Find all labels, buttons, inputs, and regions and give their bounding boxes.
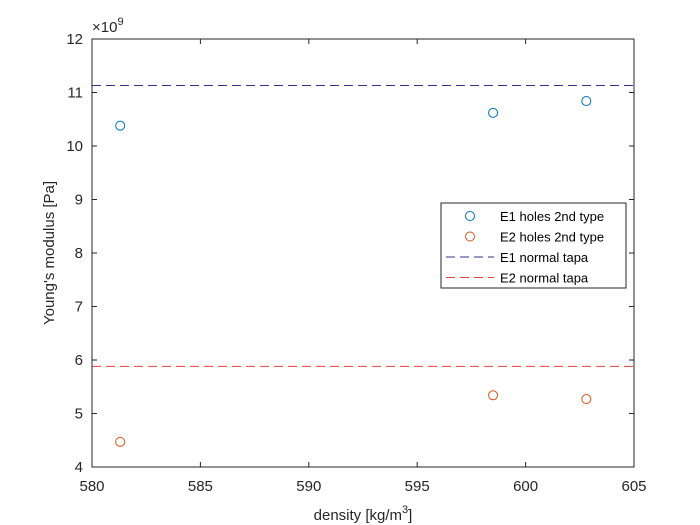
legend-label: E2 holes 2nd type — [500, 230, 604, 245]
x-tick-label: 585 — [188, 478, 213, 495]
data-point — [115, 120, 126, 131]
data-point — [488, 107, 499, 118]
y-axis-exponent: ×109 — [92, 16, 124, 36]
legend: E1 holes 2nd type E2 holes 2nd type E1 nor… — [440, 202, 627, 289]
data-point — [115, 436, 126, 447]
y-tick-label: 10 — [66, 138, 83, 155]
x-tick-label: 580 — [79, 478, 104, 495]
y-tick-label: 5 — [75, 406, 83, 423]
data-point — [488, 390, 499, 401]
y-tick-label: 6 — [75, 352, 83, 369]
x-tick-label: 605 — [621, 478, 646, 495]
legend-label: E1 normal tapa — [500, 250, 589, 265]
x-axis: 580 585 590 595 600 605 — [79, 39, 647, 495]
y-tick-label: 11 — [67, 85, 83, 102]
legend-swatch — [465, 211, 475, 221]
y-axis-label: Young's modulus [Pa] — [41, 181, 58, 325]
x-tick-label: 595 — [405, 478, 430, 495]
legend-box — [440, 202, 627, 289]
y-tick-label: 12 — [66, 31, 83, 48]
legend-swatch — [465, 231, 475, 242]
x-axis-label: density [kg/m3] — [314, 504, 413, 524]
y-tick-label: 4 — [75, 459, 83, 476]
x-tick-label: 590 — [296, 478, 321, 495]
y-tick-label: 7 — [75, 299, 83, 316]
legend-label: E1 holes 2nd type — [500, 209, 604, 224]
data-point — [581, 394, 592, 405]
chart-marks — [92, 85, 634, 447]
y-tick-label: 8 — [75, 245, 83, 262]
legend-label: E2 normal tapa — [500, 271, 589, 286]
data-point — [581, 96, 592, 107]
y-tick-label: 9 — [75, 192, 83, 209]
x-tick-label: 600 — [513, 478, 538, 495]
y-axis: 4 5 6 7 8 9 10 11 12 — [66, 31, 634, 476]
